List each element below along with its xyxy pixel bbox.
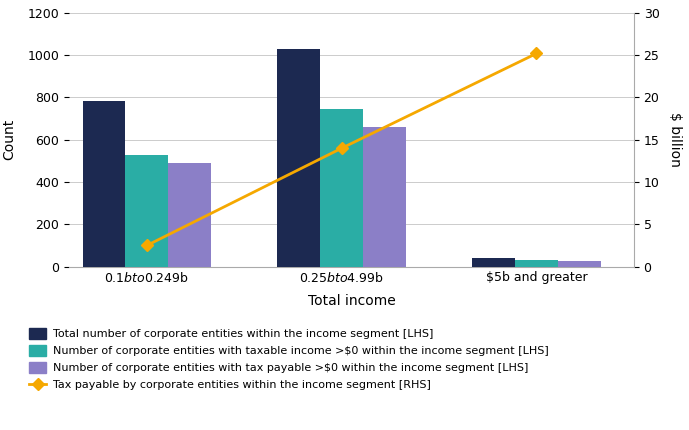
Bar (278, 49, 320, 267)
Bar (168, 163, 211, 267)
Bar (125, 154, 168, 267)
Bar (320, 109, 363, 267)
X-axis label: Total income: Total income (307, 294, 395, 308)
Legend: Total number of corporate entities within the income segment [LHS], Number of co: Total number of corporate entities withi… (29, 328, 548, 390)
Bar (515, 260, 558, 267)
Bar (363, 127, 406, 267)
Bar (83, 101, 125, 267)
Y-axis label: Count: Count (2, 119, 17, 160)
Bar (558, 261, 601, 267)
Bar (472, 258, 515, 267)
Y-axis label: $ billion: $ billion (668, 112, 681, 167)
